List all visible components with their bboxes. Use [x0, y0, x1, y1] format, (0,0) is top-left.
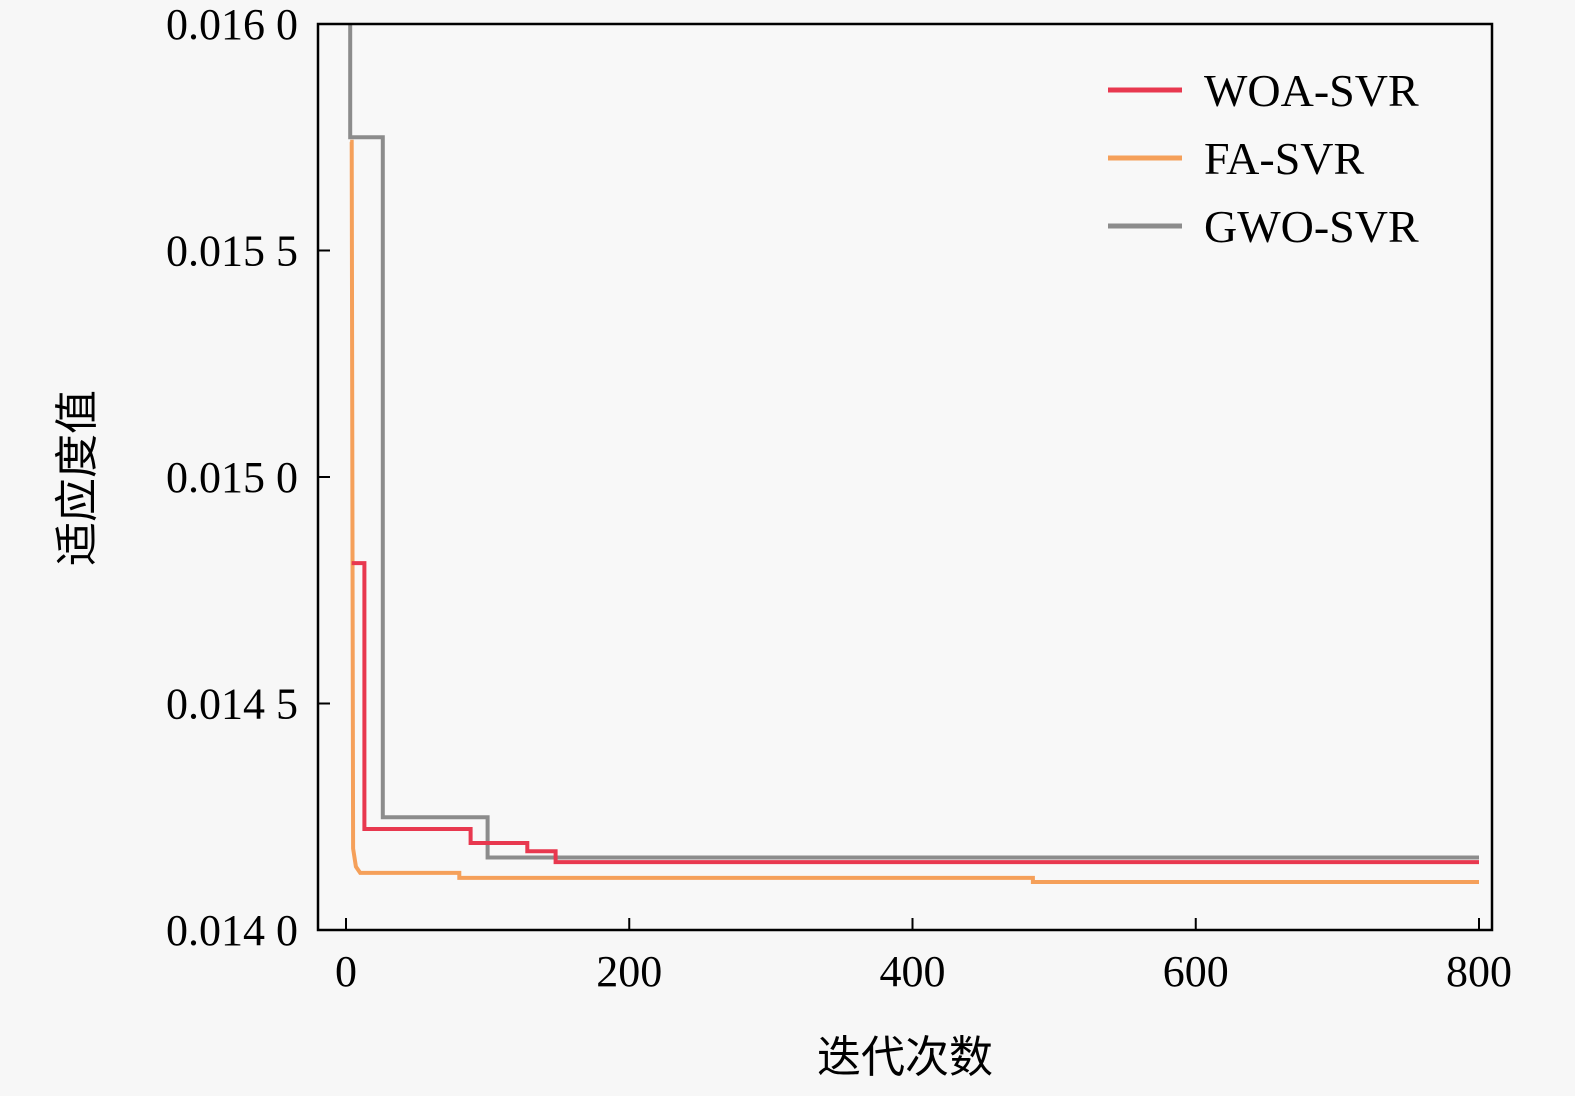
legend-label: WOA-SVR: [1204, 65, 1419, 116]
legend: WOA-SVR FA-SVR GWO-SVR: [1108, 65, 1419, 252]
y-tick-label: 0.015 5: [166, 227, 298, 276]
y-tick-label: 0.016 0: [166, 0, 298, 49]
x-tick-label: 800: [1446, 947, 1512, 996]
y-tick-label: 0.014 0: [166, 906, 298, 955]
y-axis-label: 适应度值: [53, 390, 102, 566]
x-tick-label: 600: [1163, 947, 1229, 996]
legend-label: GWO-SVR: [1204, 201, 1419, 252]
plot-area: [318, 24, 1492, 930]
x-tick-label: 0: [335, 947, 357, 996]
y-tick-label: 0.015 0: [166, 453, 298, 502]
y-tick-label: 0.014 5: [166, 680, 298, 729]
series-line-woa-svr: [351, 561, 1479, 865]
series-line-fa-svr: [349, 139, 1479, 884]
x-tick-label: 200: [596, 947, 662, 996]
x-tick-label: 400: [880, 947, 946, 996]
legend-label: FA-SVR: [1204, 133, 1365, 184]
x-axis-label: 迭代次数: [817, 1033, 993, 1082]
series-line-gwo-svr: [348, 24, 1479, 860]
